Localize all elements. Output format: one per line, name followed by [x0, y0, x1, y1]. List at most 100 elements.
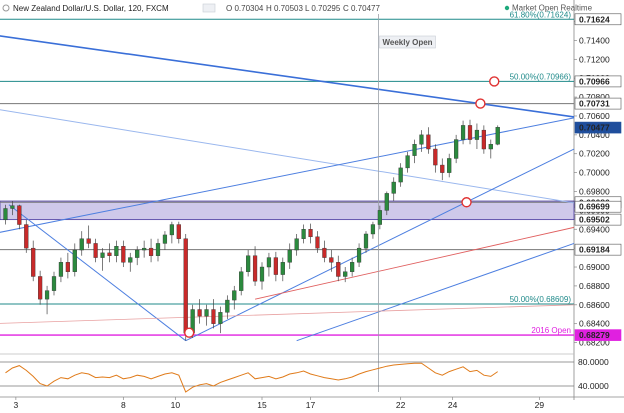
candle-body	[183, 238, 188, 334]
candle	[384, 191, 389, 216]
settings-icon[interactable]	[202, 3, 216, 13]
time-tick-label: 10	[171, 400, 181, 410]
candle-body	[44, 290, 50, 300]
candle-body	[315, 236, 320, 249]
candle	[467, 119, 473, 145]
candle-body	[72, 249, 77, 272]
candle	[336, 255, 341, 282]
candle	[246, 250, 251, 277]
candle	[259, 262, 265, 290]
candle-body	[148, 247, 154, 256]
candle-body	[454, 139, 459, 159]
candle-body	[356, 247, 362, 263]
candle	[308, 223, 313, 244]
time-tick-label: 15	[257, 400, 267, 410]
time-tick-label: 24	[448, 400, 458, 410]
candle-body	[273, 257, 278, 275]
price-tick-label: 0.69000	[579, 262, 610, 272]
candle-body	[412, 144, 417, 156]
weekly-open-line: Weekly Open	[378, 14, 436, 392]
candle	[225, 295, 230, 319]
price-badge	[574, 121, 622, 134]
price-badge	[574, 97, 622, 110]
candle-body	[142, 247, 147, 251]
trendline	[254, 226, 575, 300]
price-badge	[574, 13, 622, 26]
candlestick-series	[3, 119, 500, 341]
candle-body	[121, 246, 126, 263]
candle-body	[239, 271, 244, 291]
price-axis: 0.716000.714000.712000.710000.708000.706…	[574, 13, 622, 348]
candle	[38, 270, 43, 305]
candle-body	[176, 224, 181, 239]
candle	[51, 271, 57, 296]
candle-body	[24, 224, 29, 249]
candle	[252, 246, 258, 286]
price-tick-label: 0.68200	[579, 338, 610, 348]
candle	[273, 251, 278, 282]
level-label: 50.00%(0.70966)	[510, 72, 572, 81]
candle	[315, 231, 320, 253]
candle-body	[287, 249, 292, 263]
candle-body	[266, 257, 272, 268]
candle	[44, 285, 50, 315]
candle-body	[246, 255, 251, 272]
candle	[377, 205, 382, 230]
candle	[162, 231, 168, 251]
candle	[24, 219, 29, 253]
target-circle	[475, 98, 486, 109]
candle-body	[38, 276, 43, 300]
weekly-open-tag	[379, 35, 436, 49]
candle	[391, 177, 396, 201]
candle-body	[155, 243, 161, 256]
candle-body	[488, 144, 493, 150]
price-tick-label: 0.70800	[579, 92, 610, 102]
price-badge-label: 0.69699	[579, 202, 610, 212]
trendline	[0, 304, 575, 324]
candle	[322, 240, 327, 263]
chart-title: New Zealand Dollar/U.S. Dollar, 120, FXC…	[13, 4, 169, 13]
candle	[232, 285, 237, 310]
price-tick-label: 0.71400	[579, 35, 610, 45]
candle	[148, 238, 154, 263]
candle	[398, 163, 403, 187]
candle-body	[169, 224, 174, 236]
symbol-dot-icon	[2, 4, 10, 12]
candle	[107, 243, 112, 263]
price-badge-label: 0.70477	[579, 123, 610, 133]
time-axis: 3 8 10 15 17 22 24 29	[13, 397, 544, 410]
price-tick-label: 0.70000	[579, 168, 610, 178]
level-label: 50.00%(0.68609)	[510, 295, 572, 304]
chart-header: New Zealand Dollar/U.S. Dollar, 120, FXC…	[2, 3, 593, 13]
time-tick-label: 8	[121, 400, 126, 410]
candle	[301, 224, 306, 244]
candle-body	[336, 262, 341, 277]
candle-body	[370, 224, 376, 235]
candle-body	[100, 252, 105, 258]
level-label: 2016 Open	[531, 326, 571, 335]
candle	[488, 139, 493, 159]
candle	[183, 233, 188, 341]
candle	[3, 204, 8, 225]
ohlc-close: C 0.70477	[343, 4, 380, 13]
candle-body	[474, 129, 480, 140]
candle-body	[162, 234, 168, 244]
time-tick-label: 22	[396, 400, 406, 410]
time-tick-label: 3	[13, 400, 18, 410]
price-badge-label: 0.69184	[579, 245, 610, 255]
price-badge-label: 0.70966	[579, 76, 610, 86]
rsi-panel: 80.0000 40.0000	[0, 357, 609, 393]
candle	[155, 238, 161, 262]
candle	[121, 240, 126, 268]
candle-body	[447, 158, 452, 173]
candle	[204, 304, 209, 326]
candle-body	[58, 262, 64, 277]
candle	[495, 125, 500, 146]
candle-body	[350, 262, 355, 272]
candle-body	[79, 238, 84, 251]
target-circle	[183, 327, 195, 338]
trendline	[296, 242, 575, 342]
price-tick-label: 0.68800	[579, 281, 610, 291]
candle-body	[225, 299, 230, 313]
